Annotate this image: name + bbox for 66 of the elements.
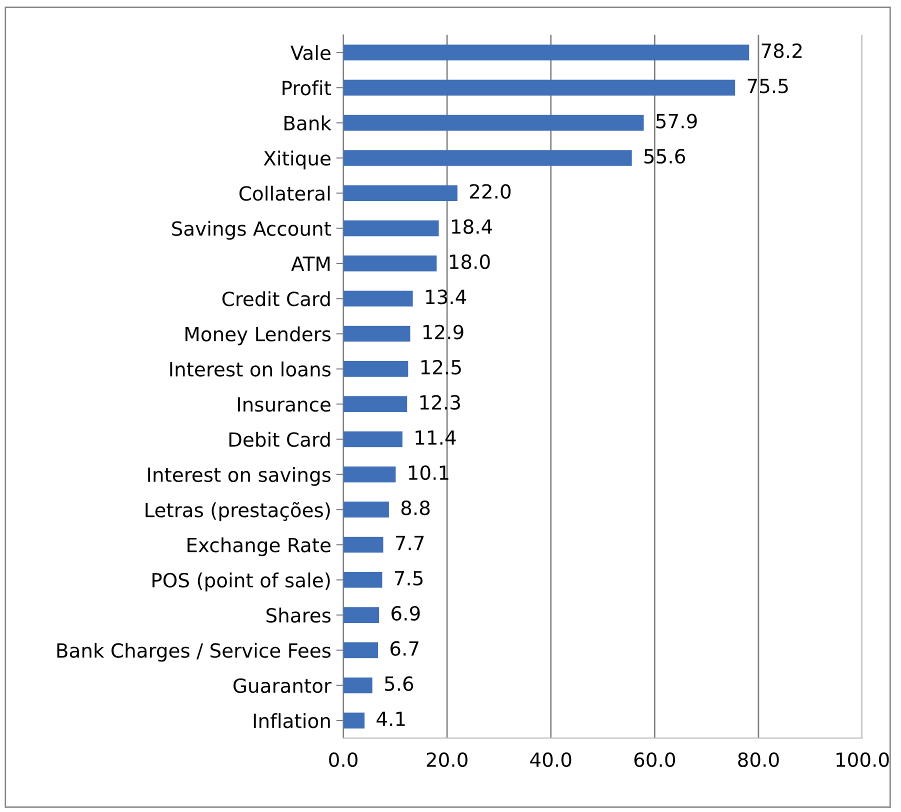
bar — [343, 607, 380, 623]
bar — [343, 44, 750, 60]
y-tick-label: Guarantor — [234, 678, 332, 694]
y-tick-label: Insurance — [238, 397, 330, 412]
bar — [343, 502, 389, 518]
bar — [343, 185, 458, 202]
y-tick-label: Collateral — [239, 186, 330, 201]
x-tick-label: 0.0 — [329, 752, 358, 768]
data-label: 22.0 — [470, 184, 511, 199]
x-tick-label: 80.0 — [738, 752, 779, 768]
data-label: 6.7 — [390, 641, 418, 656]
data-label: 75.5 — [748, 78, 788, 94]
y-tick-label: Exchange Rate — [188, 537, 330, 556]
data-label: 18.4 — [452, 219, 492, 234]
bar — [343, 114, 644, 131]
data-label: 5.6 — [384, 676, 414, 692]
data-label: 78.2 — [762, 43, 802, 58]
bar — [343, 150, 632, 166]
data-label: 6.9 — [392, 606, 420, 621]
bar — [343, 361, 408, 377]
data-label: 4.1 — [376, 712, 405, 726]
bar — [343, 256, 437, 272]
data-label: 18.0 — [450, 254, 490, 270]
y-tick-label: Credit Card — [222, 291, 330, 306]
y-tick-label: Shares — [266, 608, 331, 623]
y-tick-label: Savings Account — [172, 220, 332, 240]
data-label: 7.7 — [396, 536, 424, 550]
y-tick-label: Inflation — [254, 713, 330, 728]
bar — [343, 712, 365, 728]
x-tick-label: 20.0 — [426, 752, 468, 768]
bar — [343, 80, 736, 96]
data-label: 55.6 — [644, 148, 686, 164]
y-tick-label: ATM — [291, 256, 330, 271]
bar — [343, 326, 410, 342]
y-tick-label: Interest on savings — [148, 467, 331, 486]
bar — [343, 677, 372, 694]
y-tick-label: POS (point of sale) — [152, 572, 330, 592]
bar — [343, 536, 384, 553]
data-label: 7.5 — [394, 571, 423, 586]
data-label: 12.3 — [420, 395, 460, 410]
x-tick-label: 100.0 — [836, 752, 889, 768]
bar — [343, 290, 413, 307]
y-tick-label: Bank Charges / Service Fees — [57, 642, 331, 662]
x-tick-label: 40.0 — [530, 752, 572, 768]
bar — [343, 642, 378, 658]
y-tick-label: Money Lenders — [186, 326, 331, 346]
bar — [343, 572, 382, 588]
data-label: 12.9 — [423, 324, 464, 340]
data-label: 8.8 — [401, 500, 430, 516]
y-tick-label: Vale — [290, 45, 330, 60]
bar — [343, 466, 396, 482]
bar — [343, 396, 408, 412]
bar — [343, 220, 439, 236]
data-label: 10.1 — [408, 465, 448, 480]
y-tick-label: Bank — [284, 115, 332, 130]
data-label: 13.4 — [426, 290, 466, 304]
y-tick-label: Profit — [282, 80, 332, 96]
data-label: 57.9 — [656, 114, 697, 128]
y-tick-label: Xitique — [264, 150, 330, 170]
y-tick-label: Letras (prestações) — [146, 502, 330, 522]
data-label: 11.4 — [416, 430, 456, 445]
bar — [343, 431, 402, 448]
y-tick-label: Interest on loans — [170, 362, 331, 377]
data-label: 12.5 — [421, 360, 461, 375]
x-tick-label: 60.0 — [634, 752, 676, 768]
y-tick-label: Debit Card — [229, 432, 330, 447]
